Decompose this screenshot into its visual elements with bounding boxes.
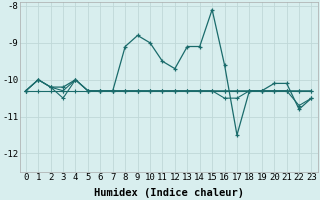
X-axis label: Humidex (Indice chaleur): Humidex (Indice chaleur) (94, 188, 244, 198)
